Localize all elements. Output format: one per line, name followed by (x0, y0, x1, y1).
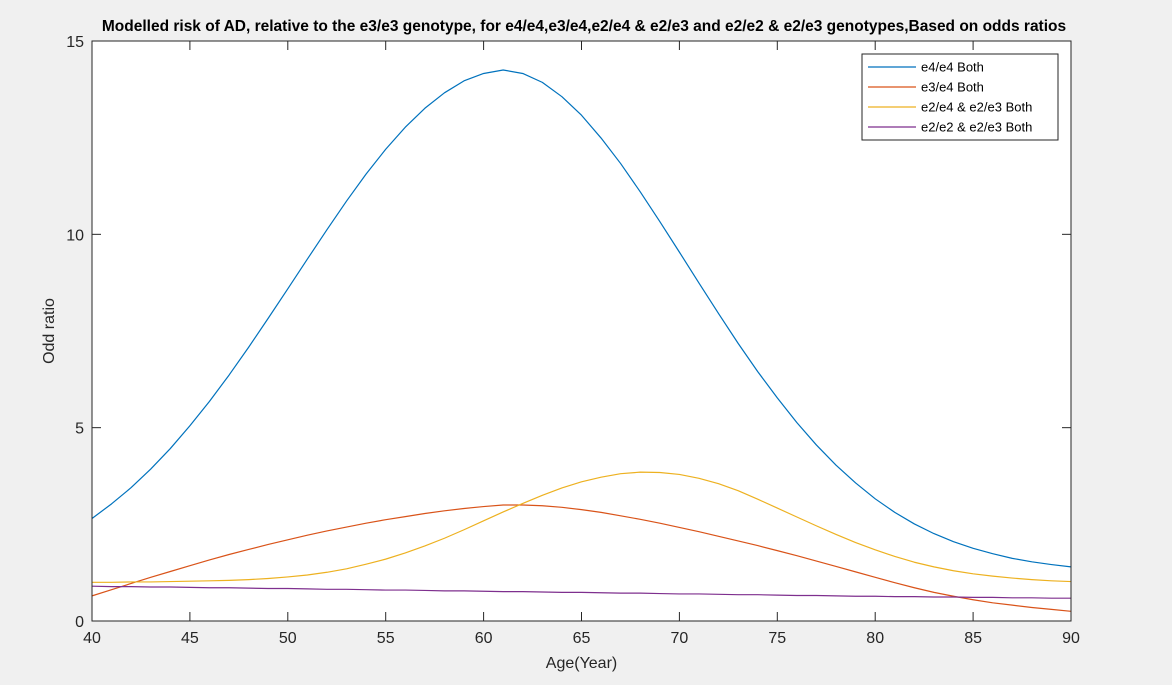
x-tick-label: 60 (475, 630, 493, 647)
legend-box (861, 53, 1059, 141)
series-line-2 (91, 504, 1072, 612)
chart-title: Modelled risk of AD, relative to the e3/… (102, 18, 1066, 35)
x-tick-label: 90 (1062, 630, 1080, 647)
legend-label-4: e2/e2 & e2/e3 Both (921, 120, 1032, 135)
x-tick-label: 45 (181, 630, 199, 647)
legend-label-2: e3/e4 Both (921, 80, 984, 95)
series-line-1 (91, 69, 1072, 568)
legend-items: e4/e4 Both e3/e4 Both e2/e4 & e2/e3 Both e2… (868, 60, 1032, 135)
x-axis-label: Age(Year) (546, 655, 617, 672)
series-line-3 (92, 471, 1072, 583)
y-axis-ticks: 0 5 10 15 (66, 34, 1071, 631)
x-tick-label: 55 (377, 630, 395, 647)
series-layer (91, 69, 1072, 612)
y-tick-label: 15 (66, 34, 84, 51)
y-tick-label: 0 (75, 614, 84, 631)
y-tick-label: 10 (66, 227, 84, 244)
legend-label-1: e4/e4 Both (921, 60, 984, 75)
x-axis-ticks: 40 45 50 55 60 65 70 75 80 85 90 (83, 41, 1080, 647)
legend-label-3: e2/e4 & e2/e3 Both (921, 100, 1032, 115)
x-tick-label: 75 (768, 630, 786, 647)
x-tick-label: 40 (83, 630, 101, 647)
legend: e4/e4 Both e3/e4 Both e2/e4 & e2/e3 Both e2… (861, 53, 1059, 141)
x-tick-label: 85 (964, 630, 982, 647)
x-tick-label: 80 (866, 630, 884, 647)
y-tick-label: 5 (75, 421, 84, 438)
x-tick-label: 70 (671, 630, 689, 647)
series-line-4 (91, 585, 1071, 599)
y-axis-label: Odd ratio (41, 298, 58, 364)
x-tick-label: 50 (279, 630, 297, 647)
x-tick-label: 65 (573, 630, 591, 647)
